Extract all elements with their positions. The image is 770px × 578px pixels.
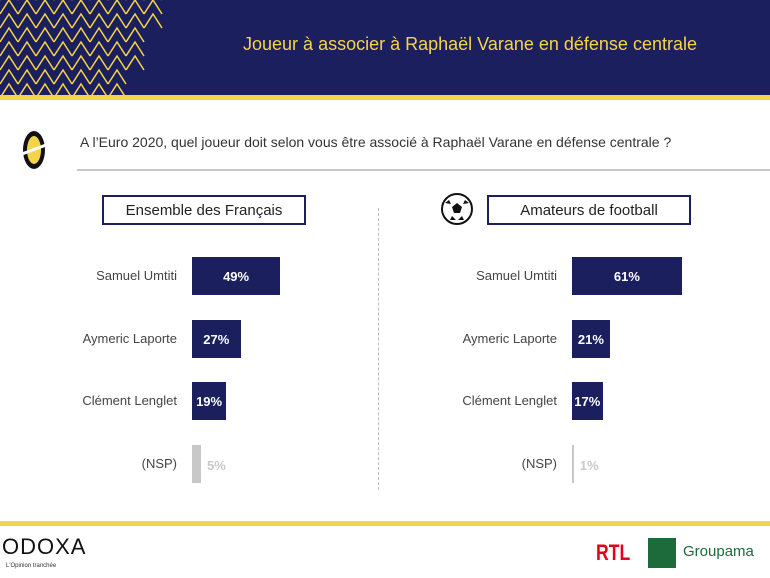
groupama-logo-icon <box>648 538 676 568</box>
panel-title-all: Ensemble des Français <box>102 195 306 225</box>
bar: 21% <box>572 320 610 358</box>
bar <box>192 445 201 483</box>
panel-divider <box>378 208 379 490</box>
odoxa-tagline: L'Opinion tranchée <box>6 563 57 569</box>
category-label: Clément Lenglet <box>462 393 557 408</box>
header-accent-bar <box>0 95 770 100</box>
bar <box>572 445 574 483</box>
header-banner: Joueur à associer à Raphaël Varane en dé… <box>0 0 770 95</box>
category-label: Aymeric Laporte <box>462 331 557 346</box>
rtl-logo: RTL <box>596 540 631 565</box>
survey-question: A l’Euro 2020, quel joueur doit selon vo… <box>80 134 672 150</box>
odoxa-coin-icon <box>22 131 46 169</box>
category-label: (NSP) <box>521 456 557 471</box>
bar: 17% <box>572 382 603 420</box>
groupama-logo: Groupama <box>683 543 754 560</box>
category-label: Clément Lenglet <box>82 393 177 408</box>
bar: 19% <box>192 382 227 420</box>
data-label: 61% <box>613 268 640 284</box>
question-underline <box>77 169 770 171</box>
category-label: (NSP) <box>141 456 177 471</box>
page-title: Joueur à associer à Raphaël Varane en dé… <box>243 34 697 54</box>
odoxa-logo: ODOXA <box>2 534 87 559</box>
data-label: 21% <box>577 331 604 347</box>
bar: 49% <box>192 257 281 295</box>
data-label: 49% <box>223 268 250 284</box>
data-label: 27% <box>203 331 230 347</box>
bar: 27% <box>192 320 241 358</box>
panel-title-football: Amateurs de football <box>487 195 691 225</box>
chevron-pattern-icon <box>0 0 163 95</box>
bar: 61% <box>572 257 682 295</box>
football-icon <box>441 193 473 225</box>
data-label: 17% <box>574 393 601 409</box>
category-label: Samuel Umtiti <box>96 268 177 283</box>
data-label: 5% <box>207 458 226 473</box>
data-label: 1% <box>579 458 599 473</box>
data-label: 19% <box>196 393 223 409</box>
footer-accent-bar <box>0 521 770 526</box>
category-label: Samuel Umtiti <box>476 268 557 283</box>
category-label: Aymeric Laporte <box>82 331 177 346</box>
